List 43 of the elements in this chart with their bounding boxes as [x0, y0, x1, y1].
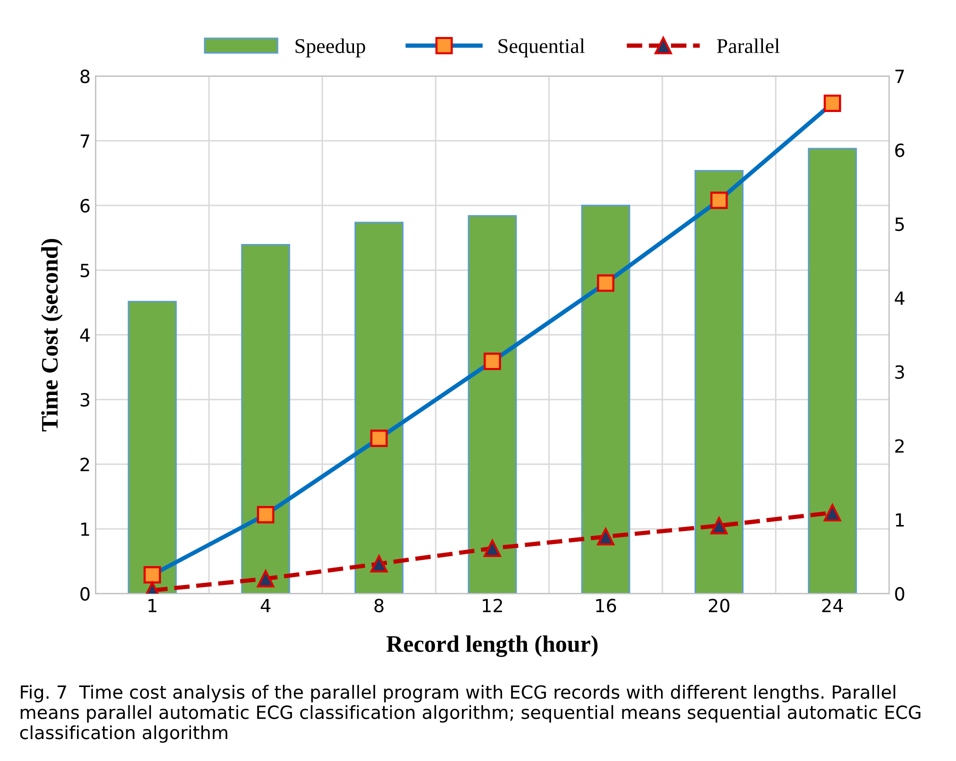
y-tick-label: 3	[80, 392, 90, 407]
x-tick-label: 24	[822, 598, 843, 612]
legend-label: Sequential	[498, 38, 585, 58]
x-tick-label: 16	[596, 598, 616, 612]
point	[597, 528, 614, 546]
y-axis-title: Time Cost (second)	[41, 239, 63, 432]
y2-tick-label: 0	[895, 587, 904, 601]
y2-tick-label: 2	[895, 439, 904, 453]
y-tick-label: 1	[81, 522, 90, 536]
y2-tick-label: 6	[895, 143, 904, 158]
bar	[468, 215, 517, 594]
bar	[354, 222, 404, 594]
bar	[808, 148, 857, 594]
y-tick-label: 6	[80, 198, 90, 213]
y2-tick-label: 5	[895, 218, 904, 232]
point	[370, 555, 388, 573]
x-tick-label: 12	[482, 598, 502, 612]
y2-tick-label: 3	[895, 365, 904, 379]
point	[710, 516, 728, 534]
x-tick-label: 8	[374, 598, 384, 612]
y-tick-label: 5	[80, 264, 90, 278]
y-tick-label: 7	[80, 134, 90, 148]
point	[484, 540, 502, 557]
point	[824, 504, 842, 522]
y-tick-label: 0	[80, 587, 90, 601]
bar	[581, 204, 630, 594]
y2-tick-label: 7	[895, 70, 904, 83]
bar	[694, 170, 744, 594]
y-tick-label: 2	[80, 458, 89, 472]
bar	[241, 244, 290, 594]
y2-tick-label: 1	[896, 513, 904, 527]
x-axis-title: Record length (hour)	[386, 635, 598, 657]
bar	[128, 300, 177, 594]
legend-label: Parallel	[717, 38, 780, 54]
y2-tick-label: 4	[894, 292, 904, 305]
y-tick-label: 4	[80, 328, 90, 342]
caption: Fig. 7 Time cost analysis of the parallel program with ECG records with different lengths. Parallel means parallel automatic ECG classification algorithm; sequential means sequential automatic ECG classification algorithm	[20, 684, 920, 743]
legend-label: Speedup	[296, 38, 366, 58]
x-tick-label: 1	[148, 598, 156, 612]
x-tick-label: 20	[708, 598, 730, 612]
y-tick-label: 8	[80, 70, 90, 84]
x-tick-label: 4	[260, 598, 270, 612]
point	[256, 570, 274, 588]
